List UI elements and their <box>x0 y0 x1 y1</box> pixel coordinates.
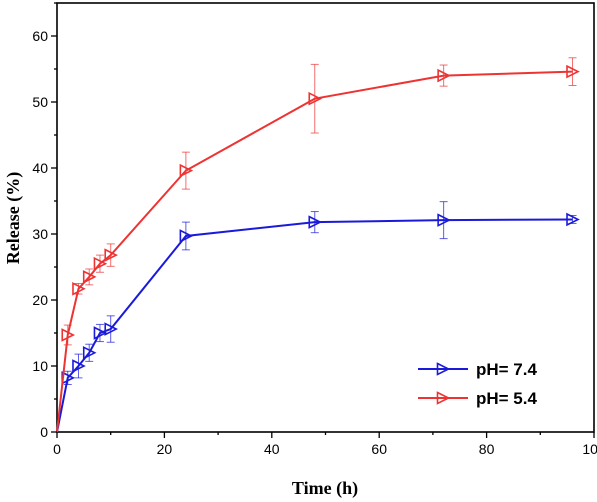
x-tick-label: 40 <box>264 441 280 457</box>
legend: pH= 7.4 pH= 5.4 <box>418 360 537 408</box>
data-point <box>437 213 451 227</box>
y-tick-label: 40 <box>32 160 48 176</box>
x-tick-label: 0 <box>53 441 61 457</box>
data-point <box>93 326 108 340</box>
data-point <box>93 256 108 271</box>
y-tick-label: 0 <box>40 424 48 440</box>
data-point <box>104 248 118 262</box>
legend-marker <box>436 362 451 376</box>
data-point <box>72 359 86 373</box>
x-tick-label: 80 <box>479 441 495 457</box>
data-point <box>437 68 451 83</box>
x-axis: 0 20 40 60 80 100 <box>53 432 597 457</box>
data-point <box>61 328 76 342</box>
data-point <box>308 215 323 229</box>
series-ph-7-4 <box>56 201 580 433</box>
legend-entry: pH= 5.4 <box>418 389 537 408</box>
y-axis-title: Release (%) <box>3 172 24 264</box>
y-tick-label: 20 <box>32 292 48 308</box>
x-tick-label: 20 <box>157 441 173 457</box>
y-tick-label: 50 <box>32 94 48 110</box>
x-axis-title: Time (h) <box>292 478 358 499</box>
data-point <box>179 229 194 243</box>
y-axis: 0 10 20 30 40 50 60 <box>32 2 57 440</box>
y-tick-label: 30 <box>32 226 48 242</box>
data-point <box>308 91 323 106</box>
legend-label: pH= 7.4 <box>476 360 537 379</box>
legend-entry: pH= 7.4 <box>418 360 537 379</box>
data-point <box>82 270 97 284</box>
data-point <box>566 212 580 227</box>
x-tick-label: 60 <box>371 441 387 457</box>
x-tick-label: 100 <box>582 441 597 457</box>
data-point <box>104 322 118 336</box>
legend-label: pH= 5.4 <box>476 389 537 408</box>
data-point <box>566 64 580 79</box>
data-point <box>72 281 86 296</box>
y-tick-label: 60 <box>32 28 48 44</box>
data-point <box>179 163 194 178</box>
legend-marker <box>436 391 451 405</box>
data-point <box>82 346 97 360</box>
series-ph-5-4 <box>56 57 580 433</box>
y-tick-label: 10 <box>32 358 48 374</box>
